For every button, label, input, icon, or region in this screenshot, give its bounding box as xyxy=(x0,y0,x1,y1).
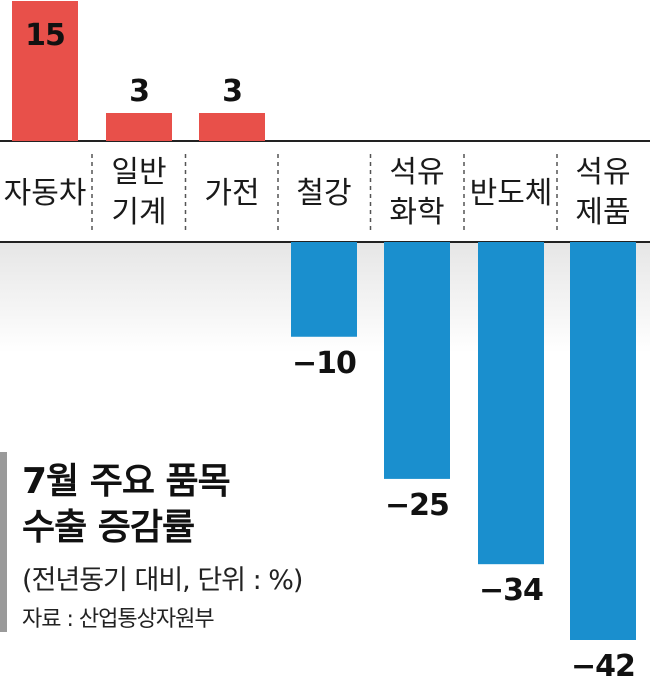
bar xyxy=(291,242,357,337)
chart-subtitle: (전년동기 대비, 단위 : %) xyxy=(22,565,303,596)
category-label: 제품 xyxy=(575,195,630,230)
bar xyxy=(199,113,265,141)
category-label: 석유 xyxy=(389,155,444,190)
data-label: 3 xyxy=(222,74,242,109)
bar xyxy=(106,113,172,141)
category-label: 화학 xyxy=(389,195,444,230)
data-label: 15 xyxy=(25,18,65,53)
bar xyxy=(570,242,636,640)
data-label: −25 xyxy=(385,488,449,523)
bar xyxy=(478,242,544,565)
category-label: 반도체 xyxy=(470,176,553,211)
bar xyxy=(384,242,450,479)
chart-title-line-2: 수출 증감률 xyxy=(22,507,195,548)
chart-title-block: 7월 주요 품목 수출 증감률 (전년동기 대비, 단위 : %) 자료 : 산… xyxy=(0,452,330,632)
category-label: 석유 xyxy=(575,155,630,190)
chart-source: 자료 : 산업통상자원부 xyxy=(22,607,215,632)
category-label: 가전 xyxy=(204,176,259,211)
category-label: 자동차 xyxy=(4,176,87,211)
category-label: 철강 xyxy=(296,176,351,211)
category-band xyxy=(0,141,650,243)
data-label: −10 xyxy=(292,346,356,381)
title-accent-bar xyxy=(0,452,7,632)
chart-title-line-1: 7월 주요 품목 xyxy=(22,461,231,502)
data-label: −34 xyxy=(479,573,543,608)
category-label: 기계 xyxy=(111,195,166,230)
data-label: −42 xyxy=(571,649,635,679)
data-label: 3 xyxy=(129,74,149,109)
bar xyxy=(12,1,78,141)
category-label: 일반 xyxy=(111,155,166,190)
